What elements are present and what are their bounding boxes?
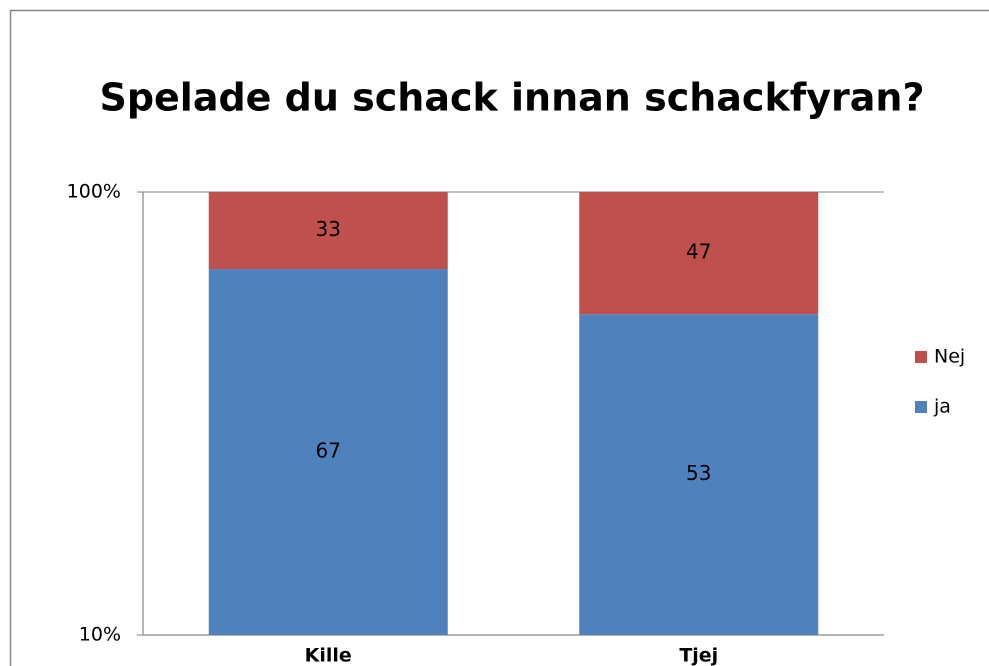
data-label: 67	[316, 439, 341, 463]
chart-title: Spelade du schack innan schackfyran?	[99, 76, 924, 120]
data-label: 53	[686, 461, 711, 485]
legend-label: Nej	[934, 346, 965, 368]
y-tick-label: 10%	[79, 624, 121, 646]
legend-swatch	[915, 401, 927, 413]
chart-frame	[9, 9, 989, 666]
y-tick-label: 100%	[67, 181, 121, 203]
bar-segment	[208, 269, 448, 635]
bar-segment	[579, 192, 819, 315]
x-tick-label: Kille	[305, 645, 352, 666]
bar-segment	[208, 192, 448, 270]
x-tick-label: Tjej	[679, 645, 718, 666]
legend-label: ja	[933, 396, 951, 418]
data-label: 47	[686, 240, 711, 264]
legend-swatch	[915, 351, 927, 363]
bar-segment	[579, 314, 819, 635]
data-label: 33	[316, 217, 341, 241]
